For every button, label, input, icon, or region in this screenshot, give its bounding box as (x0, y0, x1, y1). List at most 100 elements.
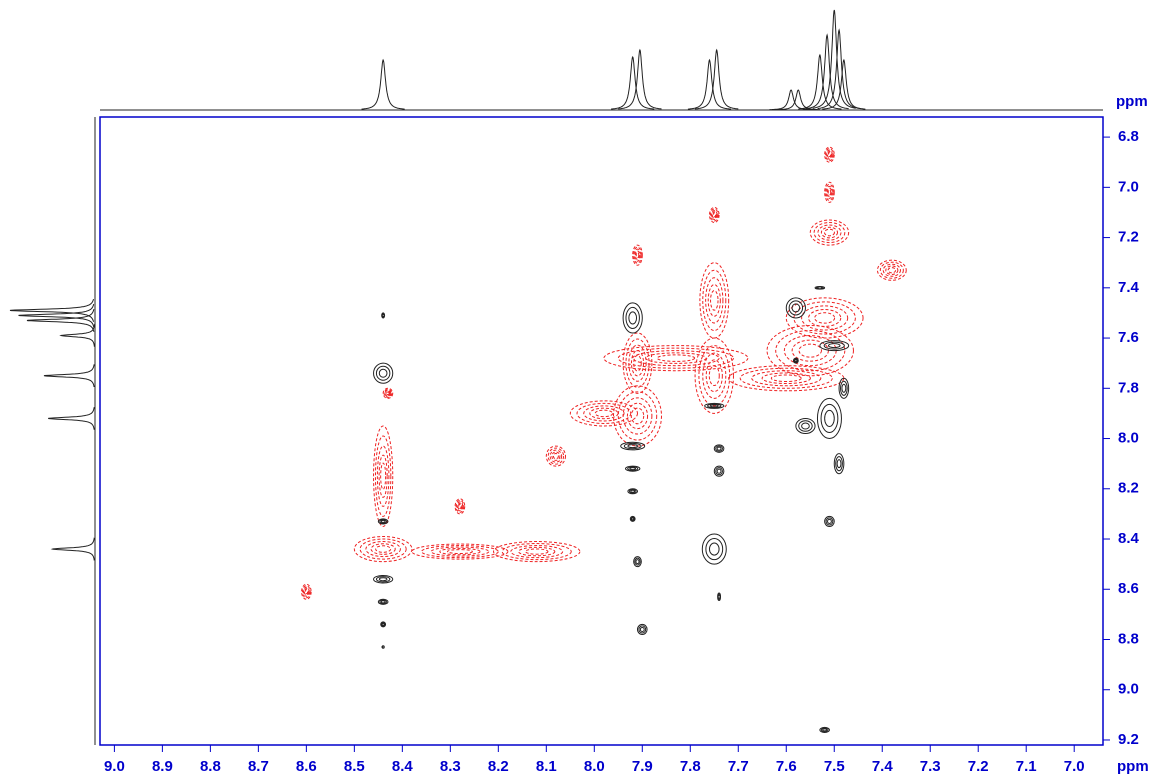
cross-peak (411, 543, 509, 560)
y-tick-label: 9.0 (1118, 681, 1139, 698)
contour-level (376, 445, 390, 507)
contour-level (702, 352, 727, 399)
x-tick-label: 7.4 (872, 758, 894, 775)
x-projection-peak (805, 33, 849, 110)
contour-level (446, 549, 473, 555)
contour-level (645, 352, 707, 364)
cross-peak (824, 515, 835, 527)
x-tick-label: 8.8 (200, 758, 221, 775)
contour-level (569, 400, 638, 427)
contour-level (751, 370, 822, 387)
contour-level (715, 467, 723, 476)
contour-level (795, 417, 816, 435)
contour-level (576, 402, 632, 424)
contour-level (603, 345, 749, 372)
x-projection-peak (694, 48, 739, 110)
y-axis-label: ppm (1116, 93, 1148, 110)
cross-peak (713, 465, 725, 477)
contour-level (704, 402, 725, 409)
y-tick-label: 7.4 (1118, 279, 1140, 296)
cross-peak (792, 357, 799, 364)
y-tick-label: 8.8 (1118, 630, 1139, 647)
x-projection-peak (610, 55, 655, 110)
y-tick-label: 6.8 (1118, 128, 1139, 145)
y-tick-label: 9.2 (1118, 731, 1139, 748)
cross-peak (819, 726, 830, 733)
x-tick-label: 9.0 (104, 758, 125, 775)
contour-level (411, 543, 509, 560)
contour-level (814, 312, 836, 324)
cross-peak (380, 621, 387, 628)
x-tick-label: 8.5 (344, 758, 365, 775)
contour-level (819, 340, 850, 352)
cross-peak (373, 574, 394, 584)
contour-level (457, 502, 463, 511)
contour-level (728, 365, 845, 392)
y-tick-label: 7.2 (1118, 229, 1139, 246)
contour-level (820, 226, 839, 239)
contour-level (791, 339, 829, 362)
contour-level (707, 403, 722, 409)
contour-level (826, 151, 832, 159)
cross-peak (814, 286, 826, 290)
x-projection-peak (798, 53, 842, 110)
cross-peak (708, 206, 720, 224)
contour-level (623, 442, 642, 450)
contour-level (761, 372, 811, 385)
contour-level (791, 303, 801, 313)
contour-level (625, 306, 640, 330)
contour-level (707, 284, 721, 317)
contour-level (809, 219, 850, 246)
contour-level (826, 187, 832, 198)
contour-level (353, 536, 413, 563)
contour-level (876, 259, 907, 281)
contour-level (373, 362, 394, 384)
contour-level (826, 185, 833, 199)
contour-level (374, 435, 392, 517)
cross-peak (377, 518, 389, 525)
contour-level (636, 623, 648, 635)
x-projection-peak (822, 58, 866, 110)
contour-level (825, 148, 834, 162)
contour-level (612, 385, 662, 447)
cross-peak (545, 445, 567, 467)
cross-peak (301, 583, 312, 600)
contour-level (701, 533, 727, 565)
cross-peak (629, 515, 636, 522)
x-tick-label: 7.6 (776, 758, 797, 775)
contour-level (824, 515, 835, 527)
x-tick-label: 7.1 (1016, 758, 1037, 775)
contour-level (825, 517, 834, 526)
contour-level (380, 622, 386, 627)
contour-level (819, 726, 830, 733)
y-tick-label: 8.6 (1118, 580, 1139, 597)
contour-level (430, 546, 490, 557)
contour-level (628, 344, 647, 382)
y-tick-label: 8.0 (1118, 430, 1139, 447)
contour-level (359, 538, 407, 560)
cross-peak (569, 400, 638, 427)
contour-level (634, 248, 641, 262)
contour-level (304, 589, 309, 595)
contour-level (383, 388, 393, 398)
y-tick-label: 8.4 (1118, 530, 1140, 547)
x-projection-peak (687, 58, 732, 110)
x-tick-label: 7.8 (680, 758, 701, 775)
contour-level (698, 345, 731, 407)
contour-level (739, 367, 833, 389)
contour-level (820, 727, 829, 733)
contour-level (301, 583, 312, 600)
contour-level (635, 559, 640, 565)
contour-level (708, 206, 720, 224)
contour-level (785, 297, 806, 319)
cross-peak (824, 146, 835, 163)
contour-level (379, 519, 388, 524)
cross-peak (701, 533, 727, 565)
cross-peak (620, 441, 646, 451)
cross-peak (382, 387, 394, 399)
contour-level (384, 389, 392, 397)
contour-level (629, 515, 636, 522)
x-tick-label: 8.1 (536, 758, 557, 775)
contour-level (551, 451, 561, 461)
